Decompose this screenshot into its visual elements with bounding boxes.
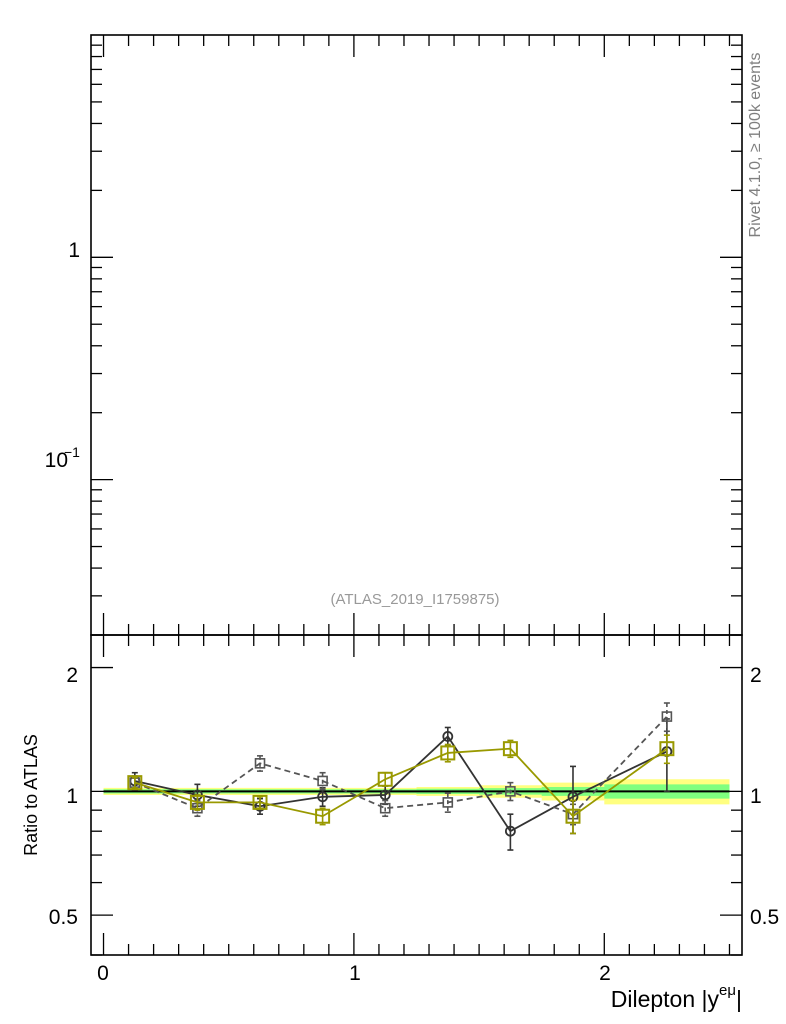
data-point-square-large [659, 741, 675, 757]
main-y-tick-exponent: −1 [64, 444, 80, 460]
data-point-square-large [565, 808, 581, 824]
data-point-square [505, 786, 516, 797]
data-point-square [661, 711, 673, 722]
data-point-square [379, 802, 391, 814]
x-tick-label-0: 0 [97, 962, 109, 985]
analysis-id-label: (ATLAS_2019_I1759875) [330, 591, 499, 608]
x-axis-title-superscript: eμ [719, 982, 736, 999]
data-point-square-large [315, 808, 331, 824]
main-y-tick-label-10: 10 [45, 449, 68, 472]
ratio-panel [90, 634, 743, 956]
x-tick-label-2: 2 [599, 962, 611, 985]
data-point-square [254, 758, 266, 769]
ratio-y-tick-label-right-0.5: 0.5 [750, 906, 779, 929]
data-point-circle [442, 731, 454, 742]
main-panel-frame [90, 34, 743, 636]
x-tick-label-1: 1 [349, 962, 361, 985]
ratio-y-axis-title: Ratio to ATLAS [21, 734, 41, 856]
ratio-y-tick-label-2: 2 [66, 664, 78, 687]
data-point-square [442, 797, 454, 808]
data-point-circle [379, 789, 391, 801]
data-point-square [317, 775, 328, 787]
ratio-y-tick-label-right-1: 1 [750, 785, 762, 808]
data-point-square-large [440, 745, 456, 761]
data-point-circle [317, 791, 329, 803]
x-axis-title: Dilepton |yeμ| [611, 982, 742, 1012]
x-axis-title-main: Dilepton |y [611, 986, 720, 1012]
data-point-square-large [189, 794, 205, 810]
x-axis-title-end: | [736, 986, 742, 1012]
data-point-square-large [377, 771, 393, 787]
data-point-square-large [502, 741, 518, 757]
ratio-panel-frame [90, 634, 743, 956]
ratio-y-tick-label-0.5: 0.5 [49, 906, 78, 929]
main-panel [90, 34, 743, 636]
series-line [134, 715, 668, 816]
data-point-square-large [127, 775, 143, 791]
ratio-y-tick-label-right-2: 2 [750, 664, 762, 687]
main-y-tick-label-1: 1 [68, 239, 80, 262]
data-point-circle [504, 825, 516, 837]
rivet-version-label: Rivet 4.1.0, ≥ 100k events [747, 53, 764, 238]
series-solid-square-large [127, 734, 675, 835]
series-dashed-square [129, 702, 673, 826]
data-point-square-large [252, 794, 268, 810]
ratio-y-tick-label-1: 1 [66, 785, 78, 808]
